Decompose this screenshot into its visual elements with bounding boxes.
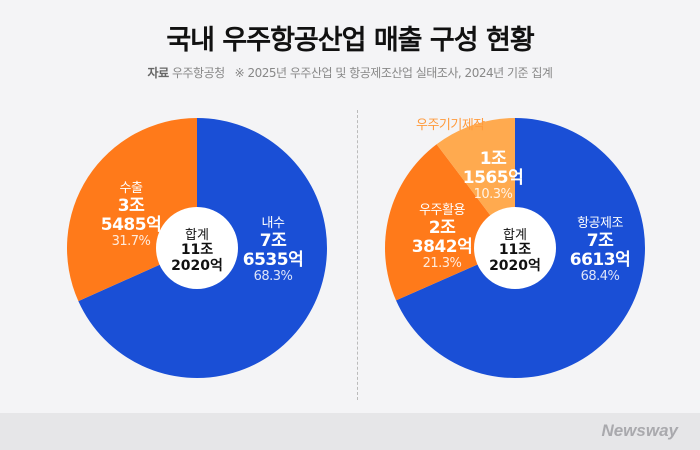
slice-percent: 68.3% [253,268,293,284]
slice-label-domestic-export: 수출 3조 5485억 31.7% [96,181,166,249]
slice-name-external: 우주기기제작 [416,118,485,133]
slice-value: 1조 [479,149,507,169]
slice-value: 7조 [259,230,287,251]
slice-value: 6613억 [569,249,631,270]
total-value: 11조 [498,242,532,259]
total-value: 2020억 [171,257,223,274]
footer: Newsway [0,413,700,450]
page-title: 국내 우주항공산업 매출 구성 현황 [166,25,534,56]
donut-center-left: 합계 11조 2020억 [157,228,237,274]
slice-value: 1565억 [462,168,524,189]
donut-center-right: 합계 11조 2020억 [475,228,555,274]
donut-hole [156,207,238,289]
divider [357,110,358,400]
slice-name: 내수 [261,216,285,231]
slice-name: 수출 [119,181,143,196]
total-value: 2020억 [489,257,541,274]
slice-value: 2조 [428,217,456,238]
slice-percent: 10.3% [473,187,513,203]
brand-logo: Newsway [601,421,678,440]
total-label: 합계 [185,228,209,243]
slice-label-manufacturing-space: 1조 1565억 10.3% [462,149,524,203]
slice-value: 3842억 [411,236,473,257]
source-label: 자료 [147,66,170,80]
slice-value: 5485억 [100,214,162,235]
slice-value: 6535억 [242,249,304,270]
donut-hole [474,207,556,289]
source-line: 자료 우주항공청 ※ 2025년 우주산업 및 항공제조산업 실태조사, 202… [0,64,700,81]
slice-value: 7조 [586,230,614,251]
total-label: 합계 [503,228,527,243]
source-org: 우주항공청 [171,66,225,80]
slice-percent: 21.3% [422,255,462,271]
slice-name: 우주활용 [419,203,465,218]
source-note: ※ 2025년 우주산업 및 항공제조산업 실태조사, 2024년 기준 집계 [234,66,553,80]
slice-label-domestic: 내수 7조 6535억 68.3% [238,216,308,284]
slice-value: 3조 [117,195,145,216]
slice-name: 항공제조 [577,216,623,231]
slice-percent: 31.7% [111,233,151,249]
slice-label-space-use: 우주활용 2조 3842억 21.3% [404,203,480,271]
slice-percent: 68.4% [580,268,620,284]
total-value: 11조 [180,242,214,259]
slice-label-aviation: 항공제조 7조 6613억 68.4% [560,216,640,284]
